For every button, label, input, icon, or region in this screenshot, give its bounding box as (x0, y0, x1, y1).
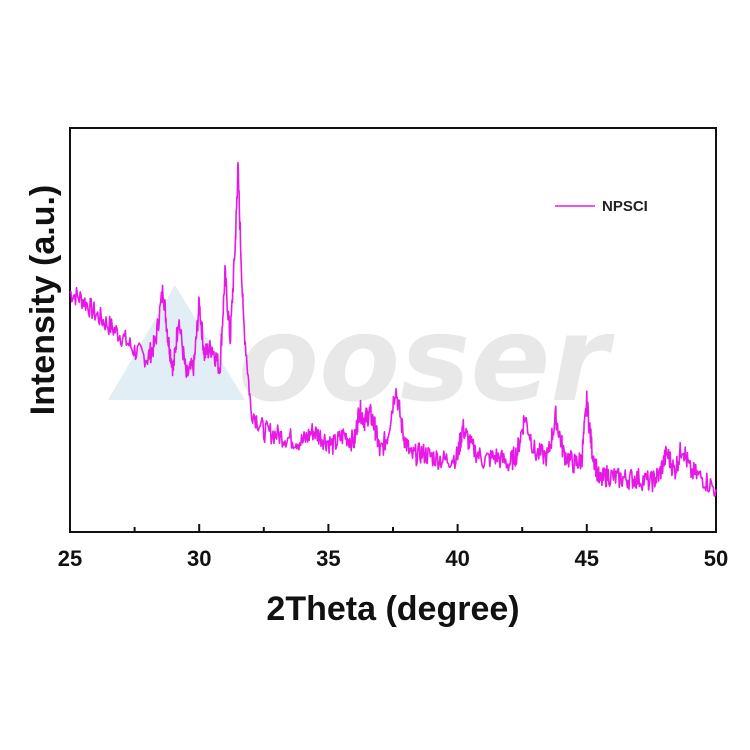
x-tick-label: 30 (187, 546, 211, 571)
x-tick-label: 50 (704, 546, 728, 571)
x-tick-label: 25 (58, 546, 82, 571)
x-tick-label: 45 (575, 546, 599, 571)
watermark-text: ooser (238, 290, 615, 428)
x-tick-label: 35 (316, 546, 340, 571)
series-line-npsci (69, 161, 717, 497)
x-axis-tick-labels: 25 30 35 40 45 50 (58, 546, 728, 571)
legend-label-npsci: NPSCI (602, 198, 648, 215)
watermark: ooser (108, 285, 615, 428)
x-tick-label: 40 (445, 546, 469, 571)
x-axis-ticks (69, 524, 717, 532)
x-axis-title: 2Theta (degree) (266, 590, 519, 628)
y-axis-title: Intensity (a.u.) (24, 185, 62, 415)
legend: NPSCI (555, 198, 648, 215)
